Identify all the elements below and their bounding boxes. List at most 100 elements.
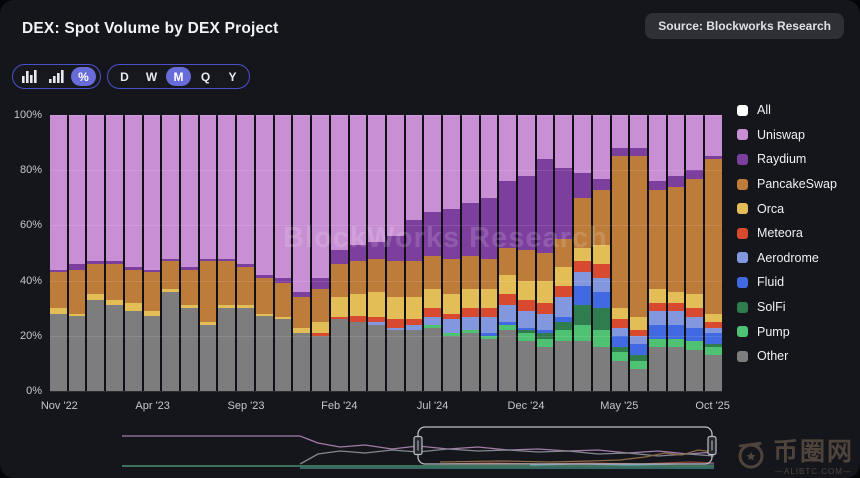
segment-meteora (312, 333, 329, 336)
bar-aug-24[interactable] (443, 115, 460, 391)
bar-sep-25[interactable] (686, 115, 704, 391)
x-tick-0: Nov '22 (40, 400, 78, 412)
bar-nov-24[interactable] (499, 115, 516, 391)
legend-item-all[interactable]: All (737, 98, 837, 123)
legend-item-raydium[interactable]: Raydium (737, 147, 837, 172)
bar-jun-25[interactable] (630, 115, 647, 391)
bar-oct-25[interactable] (705, 115, 722, 391)
stacked-bars-toggle[interactable] (44, 67, 69, 86)
bar-dec-23[interactable] (293, 115, 311, 391)
bar-apr-24[interactable] (368, 115, 385, 391)
segment-orca (443, 294, 460, 314)
bar-jul-23[interactable] (199, 115, 217, 391)
legend-item-pancakeswap[interactable]: PancakeSwap (737, 172, 837, 197)
source-button[interactable]: Source: Blockworks Research (645, 13, 844, 39)
bar-apr-23[interactable] (143, 115, 161, 391)
interval-w[interactable]: W (145, 69, 158, 84)
legend-label: Pump (757, 324, 790, 339)
segment-other (124, 310, 142, 391)
segment-orca (499, 275, 516, 295)
legend-item-orca[interactable]: Orca (737, 196, 837, 221)
segment-aerodrome (630, 335, 647, 345)
bar-aug-25[interactable] (667, 115, 685, 391)
segment-pancakeswap (480, 258, 498, 289)
segment-other (312, 335, 329, 391)
segment-raydium (162, 258, 180, 262)
bar-jun-23[interactable] (181, 115, 198, 391)
segment-other (574, 341, 591, 391)
segment-uniswap (649, 115, 666, 182)
bar-nov-23[interactable] (274, 115, 292, 391)
interval-y[interactable]: Y (228, 69, 237, 84)
segment-meteora (592, 264, 610, 278)
segment-raydium (237, 264, 254, 267)
bar-feb-24[interactable] (330, 115, 348, 391)
segment-fluid (517, 327, 535, 331)
bar-jan-24[interactable] (312, 115, 329, 391)
x-tick-3: Feb '24 (321, 400, 358, 412)
segment-other (649, 346, 666, 391)
legend-item-fluid[interactable]: Fluid (737, 270, 837, 295)
bar-feb-23[interactable] (106, 115, 123, 391)
legend-item-meteora[interactable]: Meteora (737, 221, 837, 246)
segment-fluid (667, 324, 685, 339)
bar-nov-22[interactable] (50, 115, 67, 391)
bar-mar-25[interactable] (574, 115, 591, 391)
segment-solfi (555, 322, 573, 331)
legend-item-pump[interactable]: Pump (737, 319, 837, 344)
bar-aug-23[interactable] (218, 115, 236, 391)
meteora-mini (439, 461, 715, 465)
segment-fluid (536, 330, 554, 334)
legend-item-other[interactable]: Other (737, 344, 837, 369)
bar-jul-25[interactable] (649, 115, 666, 391)
bar-may-25[interactable] (611, 115, 629, 391)
grouped-bars-toggle[interactable] (17, 67, 42, 86)
segment-orca (480, 288, 498, 309)
bar-mar-24[interactable] (349, 115, 367, 391)
legend-label: Fluid (757, 275, 785, 290)
segment-other (218, 308, 236, 391)
bar-mar-23[interactable] (124, 115, 142, 391)
legend-item-solfi[interactable]: SolFi (737, 295, 837, 320)
legend-label: SolFi (757, 300, 786, 315)
percent-toggle[interactable]: % (71, 67, 96, 86)
bar-dec-22[interactable] (68, 115, 86, 391)
bar-jul-24[interactable] (424, 115, 442, 391)
segment-solfi (517, 330, 535, 334)
bar-may-24[interactable] (386, 115, 404, 391)
segment-raydium (499, 181, 516, 248)
bar-apr-25[interactable] (592, 115, 610, 391)
segment-raydium (312, 277, 329, 289)
segment-aerodrome (611, 327, 629, 336)
bar-jun-24[interactable] (405, 115, 423, 391)
legend-item-uniswap[interactable]: Uniswap (737, 123, 837, 148)
legend-label: PancakeSwap (757, 177, 837, 192)
segment-uniswap (368, 115, 385, 243)
legend-item-aerodrome[interactable]: Aerodrome (737, 246, 837, 271)
bar-jan-25[interactable] (536, 115, 554, 391)
bar-dec-24[interactable] (517, 115, 535, 391)
segment-aerodrome (667, 310, 685, 325)
bar-sep-24[interactable] (461, 115, 479, 391)
interval-d[interactable]: D (120, 69, 129, 84)
interval-q[interactable]: Q (200, 69, 211, 84)
segment-pancakeswap (237, 266, 254, 306)
bar-sep-23[interactable] (237, 115, 254, 391)
segment-uniswap (424, 115, 442, 212)
bar-oct-24[interactable] (480, 115, 498, 391)
bar-may-23[interactable] (162, 115, 180, 391)
range-navigator[interactable] (10, 424, 722, 472)
segment-pancakeswap (667, 186, 685, 292)
interval-m[interactable]: M (166, 67, 191, 86)
legend-swatch-orca (737, 203, 748, 215)
segment-orca (68, 313, 86, 317)
segment-orca (330, 297, 348, 317)
corner-watermark-domain: —ALIBTC.COM— (775, 466, 852, 476)
brush-selection[interactable] (417, 426, 713, 465)
bar-jan-23[interactable] (87, 115, 105, 391)
bar-oct-23[interactable] (255, 115, 273, 391)
segment-uniswap (480, 115, 498, 198)
legend-swatch-pancakeswap (737, 178, 748, 190)
bar-feb-25[interactable] (555, 115, 573, 391)
segment-orca (274, 316, 292, 320)
